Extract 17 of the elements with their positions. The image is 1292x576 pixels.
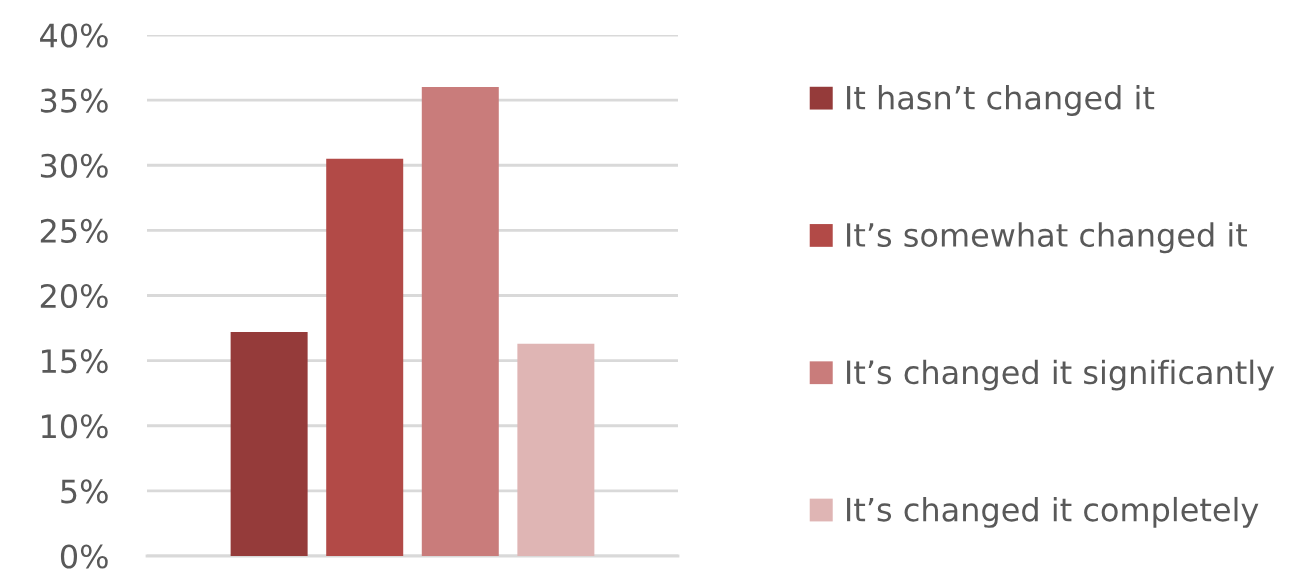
bar	[326, 158, 404, 556]
y-tick-label: 40%	[40, 23, 108, 48]
y-tick-label: 35%	[40, 88, 108, 113]
legend-label: It hasn’t changed it	[847, 85, 1155, 116]
y-tick-label: 5%	[61, 479, 108, 504]
bar	[421, 87, 499, 556]
y-tick-label: 15%	[42, 349, 108, 374]
legend-label: It’s changed it completely	[847, 496, 1259, 528]
y-tick-label: 10%	[42, 414, 108, 439]
bar	[230, 331, 308, 556]
y-tick-label: 30%	[40, 153, 108, 178]
legend-label: It’s somewhat changed it	[847, 222, 1248, 254]
y-tick-label: 20%	[40, 283, 108, 309]
bar	[517, 343, 595, 556]
y-tick-label: 0%	[60, 544, 108, 569]
y-tick-label: 25%	[40, 218, 108, 243]
legend-label: It’s changed it significantly	[847, 359, 1275, 391]
